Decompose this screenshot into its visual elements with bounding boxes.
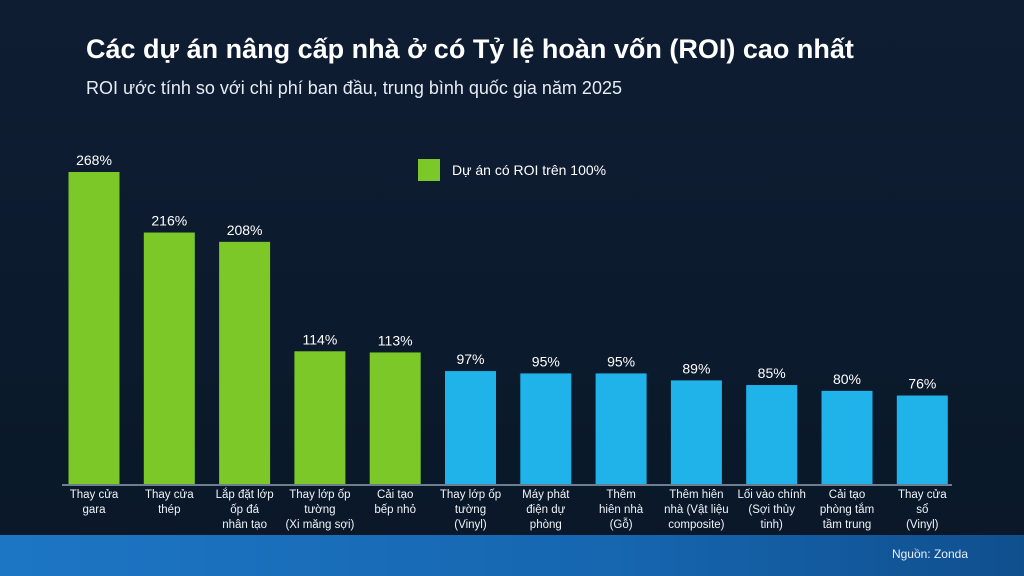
data-label: 89% [682,360,710,376]
legend-label: Dự án có ROI trên 100% [452,162,607,178]
data-label: 268% [76,152,112,168]
bar [294,351,346,484]
bar [520,373,572,484]
x-tick-label: Lối vào chính (Sợi thủy tinh) [737,489,806,531]
data-label: 95% [532,353,560,369]
bar [896,395,948,484]
legend-swatch-green [418,159,440,181]
x-tick-label: Lắp đặt lớp ốp đá nhân tạo [215,489,274,531]
bar [369,352,421,484]
data-label: 114% [303,331,338,347]
bar [445,371,496,484]
bar [746,385,798,484]
footer-band: Nguồn: Zonda [0,535,1024,576]
chart-subtitle: ROI ước tính so với chi phí ban đầu, tru… [86,78,622,98]
x-tick-label: Thay cửa gara [69,489,119,516]
bar [219,241,271,484]
data-label: 95% [607,353,635,369]
chart-title: Các dự án nâng cấp nhà ở có Tỷ lệ hoàn v… [86,34,854,64]
x-tick-label: Máy phát điện dự phòng [522,489,570,531]
data-label: 216% [151,213,187,229]
legend: Dự án có ROI trên 100% [418,159,606,181]
x-tick-label: Thay lớp ốp tường (Xi măng sợi) [285,489,355,531]
bar [143,232,195,484]
bar [670,380,722,484]
x-tick-label: Cải tạo bếp nhỏ [374,489,416,516]
x-tick-label: Thêm hiên nhà (Vật liệu composite) [664,489,729,531]
bar [595,373,647,484]
data-label: 113% [378,332,413,348]
x-tick-label: Thay cửa sổ (Vinyl) [897,489,947,531]
data-label: 80% [833,371,861,387]
source-note: Nguồn: Zonda [891,547,968,561]
x-tick-label: Cải tạo phòng tắm tầm trung [819,489,875,531]
x-tick-label: Thay cửa thép [144,489,194,516]
x-tick-label: Thay lớp ốp tường (Vinyl) [439,489,502,531]
bar [821,390,873,484]
data-label: 85% [758,365,786,381]
bar [68,172,120,484]
x-tick-label: Thêm hiên nhà (Gỗ) [599,489,644,531]
data-label: 97% [456,351,484,367]
data-label: 76% [908,376,936,392]
data-label: 208% [227,222,263,238]
